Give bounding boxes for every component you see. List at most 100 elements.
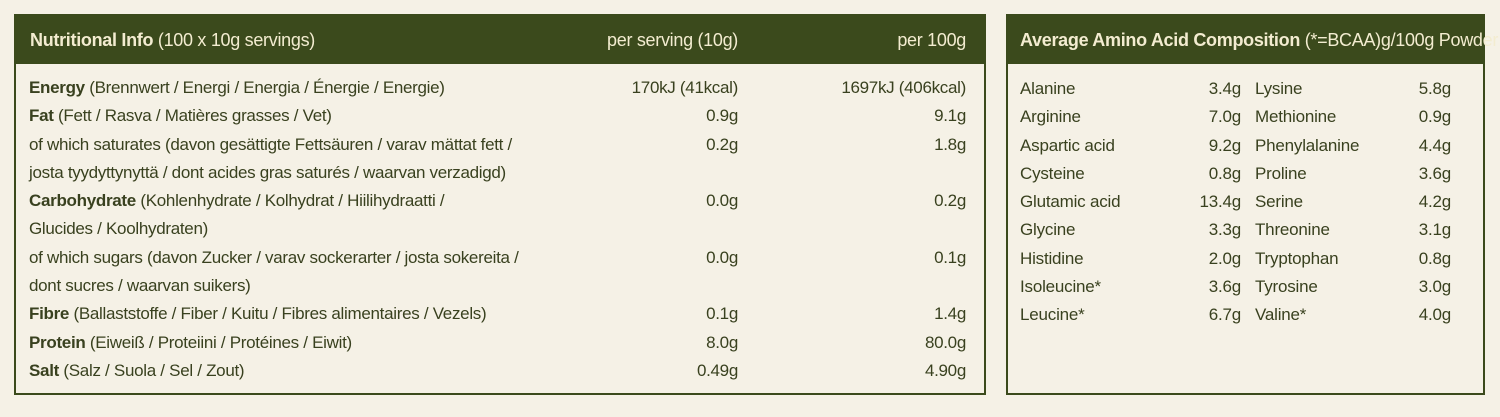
row-label: Carbohydrate (Kohlenhydrate / Kolhydrat …: [29, 187, 538, 244]
label-text: of which sugars (davon Zucker / varav so…: [29, 247, 519, 267]
nutrient-name: Fat: [29, 106, 54, 126]
amino-value: 7.0g: [1208, 107, 1241, 127]
label-line: of which saturates (davon gesättigte Fet…: [29, 131, 538, 159]
title-rest: (*=BCAA)g/100g Powder: [1300, 29, 1499, 50]
nutrition-row: of which saturates (davon gesättigte Fet…: [29, 131, 984, 188]
value-serving: 170kJ (41kcal): [631, 78, 739, 97]
amino-value: 3.6g: [1418, 163, 1451, 183]
label-text: (Kohlenhydrate / Kolhydrat / Hiilihydraa…: [135, 191, 445, 211]
amino-name: Valine*: [1255, 305, 1307, 325]
amino-name: Glutamic acid: [1020, 192, 1121, 212]
label-line: Fibre (Ballaststoffe / Fiber / Kuitu / F…: [29, 300, 538, 328]
amino-name: Methionine: [1255, 107, 1337, 127]
value-100g: 4.90g: [924, 360, 966, 380]
amino-header: Average Amino Acid Composition (*=BCAA)g…: [1008, 16, 1498, 64]
nutrition-row: of which sugars (davon Zucker / varav so…: [29, 244, 984, 301]
row-label: Salt (Salz / Suola / Sel / Zout): [29, 357, 538, 385]
title-bold: Nutritional Info: [30, 29, 154, 50]
label-line: of which sugars (davon Zucker / varav so…: [29, 244, 538, 272]
amino-value: 0.8g: [1208, 163, 1241, 183]
amino-name: Glycine: [1020, 220, 1076, 240]
value-serving: 0.2g: [706, 134, 738, 154]
value-100g: 1697kJ (406kcal): [841, 78, 966, 97]
header-title: Average Amino Acid Composition (*=BCAA)g…: [1008, 30, 1498, 51]
amino-name: Leucine*: [1020, 305, 1085, 325]
row-label: Fat (Fett / Rasva / Matières grasses / V…: [29, 102, 538, 130]
value-serving: 8.0g: [706, 332, 738, 352]
label-line: Fat (Fett / Rasva / Matières grasses / V…: [29, 102, 538, 130]
amino-name: Arginine: [1020, 107, 1081, 127]
amino-body: Alanine 3.4g Lysine 5.8g Arginine 7.0g Methion…: [1008, 64, 1483, 330]
value-serving: 0.9g: [706, 106, 738, 126]
nutrient-name: Carbohydrate: [29, 191, 136, 211]
row-label: Protein (Eiweiß / Proteiini / Protéines …: [29, 329, 538, 357]
label-line: dont sucres / waarvan suikers): [29, 272, 538, 300]
amino-value: 9.2g: [1208, 135, 1241, 155]
amino-name: Tryptophan: [1255, 248, 1339, 268]
amino-value: 13.4g: [1199, 192, 1241, 212]
col-100g: per 100g: [897, 29, 966, 50]
value-100g: 9.1g: [934, 106, 966, 126]
nutrition-row: Energy (Brennwert / Energi / Energia / É…: [29, 74, 984, 102]
nutrition-row: Protein (Eiweiß / Proteiini / Protéines …: [29, 329, 984, 357]
amino-value: 0.8g: [1418, 248, 1451, 268]
amino-value: 3.4g: [1208, 79, 1241, 98]
nutrient-name: Salt: [29, 360, 59, 380]
nutrition-body: Energy (Brennwert / Energi / Energia / É…: [16, 64, 984, 385]
amino-value: 5.8g: [1418, 79, 1451, 98]
row-label: of which sugars (davon Zucker / varav so…: [29, 244, 538, 301]
amino-value: 2.0g: [1208, 248, 1241, 268]
title-rest: (100 x 10g servings): [153, 29, 315, 50]
label-line: josta tyydyttynyttä / dont acides gras s…: [29, 159, 538, 187]
amino-name: Cysteine: [1020, 163, 1085, 183]
value-100g: 0.2g: [934, 191, 966, 211]
value-100g: 1.8g: [934, 134, 966, 154]
amino-name: Histidine: [1020, 248, 1084, 268]
nutrient-name: Energy: [29, 78, 85, 97]
label-text: (Salz / Suola / Sel / Zout): [58, 360, 245, 380]
amino-name: Lysine: [1255, 79, 1303, 98]
label-line: Salt (Salz / Suola / Sel / Zout): [29, 357, 538, 385]
nutrition-row: Carbohydrate (Kohlenhydrate / Kolhydrat …: [29, 187, 984, 244]
label-line: Glucides / Koolhydraten): [29, 215, 538, 243]
amino-name: Threonine: [1255, 220, 1330, 240]
label-text: (Fett / Rasva / Matières grasses / Vet): [53, 106, 332, 126]
value-serving: 0.49g: [696, 360, 738, 380]
value-100g: 80.0g: [924, 332, 966, 352]
nutrition-row: Fat (Fett / Rasva / Matières grasses / V…: [29, 102, 984, 130]
value-serving: 0.0g: [706, 247, 738, 267]
label-line: Carbohydrate (Kohlenhydrate / Kolhydrat …: [29, 187, 538, 215]
row-label: Fibre (Ballaststoffe / Fiber / Kuitu / F…: [29, 300, 538, 328]
nutrient-name: Fibre: [29, 304, 70, 324]
amino-name: Serine: [1255, 192, 1303, 212]
nutrition-header: Nutritional Info (100 x 10g servings) pe…: [16, 16, 984, 64]
amino-value: 4.2g: [1418, 192, 1451, 212]
col-serving: per serving (10g): [607, 29, 738, 50]
label-text: josta tyydyttynyttä / dont acides gras s…: [29, 162, 506, 182]
amino-name: Phenylalanine: [1255, 135, 1360, 155]
value-100g: 0.1g: [934, 247, 966, 267]
nutrition-panel: Nutritional Info (100 x 10g servings) pe…: [14, 14, 986, 395]
nutrition-row: Salt (Salz / Suola / Sel / Zout) 0.49g 4.9…: [29, 357, 984, 385]
label-text: (Ballaststoffe / Fiber / Kuitu / Fibres …: [69, 304, 487, 324]
amino-name: Isoleucine*: [1020, 277, 1101, 297]
amino-name: Proline: [1255, 163, 1307, 183]
amino-value: 4.4g: [1418, 135, 1451, 155]
title-bold: Average Amino Acid Composition: [1020, 29, 1301, 50]
amino-value: 3.0g: [1418, 277, 1451, 297]
amino-name: Alanine: [1020, 79, 1076, 98]
amino-name: Aspartic acid: [1020, 135, 1115, 155]
label-text: dont sucres / waarvan suikers): [29, 276, 251, 296]
amino-value: 6.7g: [1208, 305, 1241, 325]
value-100g: 1.4g: [934, 304, 966, 324]
row-label: Energy (Brennwert / Energi / Energia / É…: [29, 74, 538, 102]
nutrient-name: Protein: [29, 332, 86, 352]
header-title: Nutritional Info (100 x 10g servings): [16, 30, 538, 51]
label-text: of which saturates (davon gesättigte Fet…: [29, 134, 512, 154]
nutrition-row: Fibre (Ballaststoffe / Fiber / Kuitu / F…: [29, 300, 984, 328]
amino-value: 3.3g: [1208, 220, 1241, 240]
label-line: Protein (Eiweiß / Proteiini / Protéines …: [29, 329, 538, 357]
label-text: Glucides / Koolhydraten): [29, 219, 208, 239]
amino-panel: Average Amino Acid Composition (*=BCAA)g…: [1006, 14, 1498, 395]
